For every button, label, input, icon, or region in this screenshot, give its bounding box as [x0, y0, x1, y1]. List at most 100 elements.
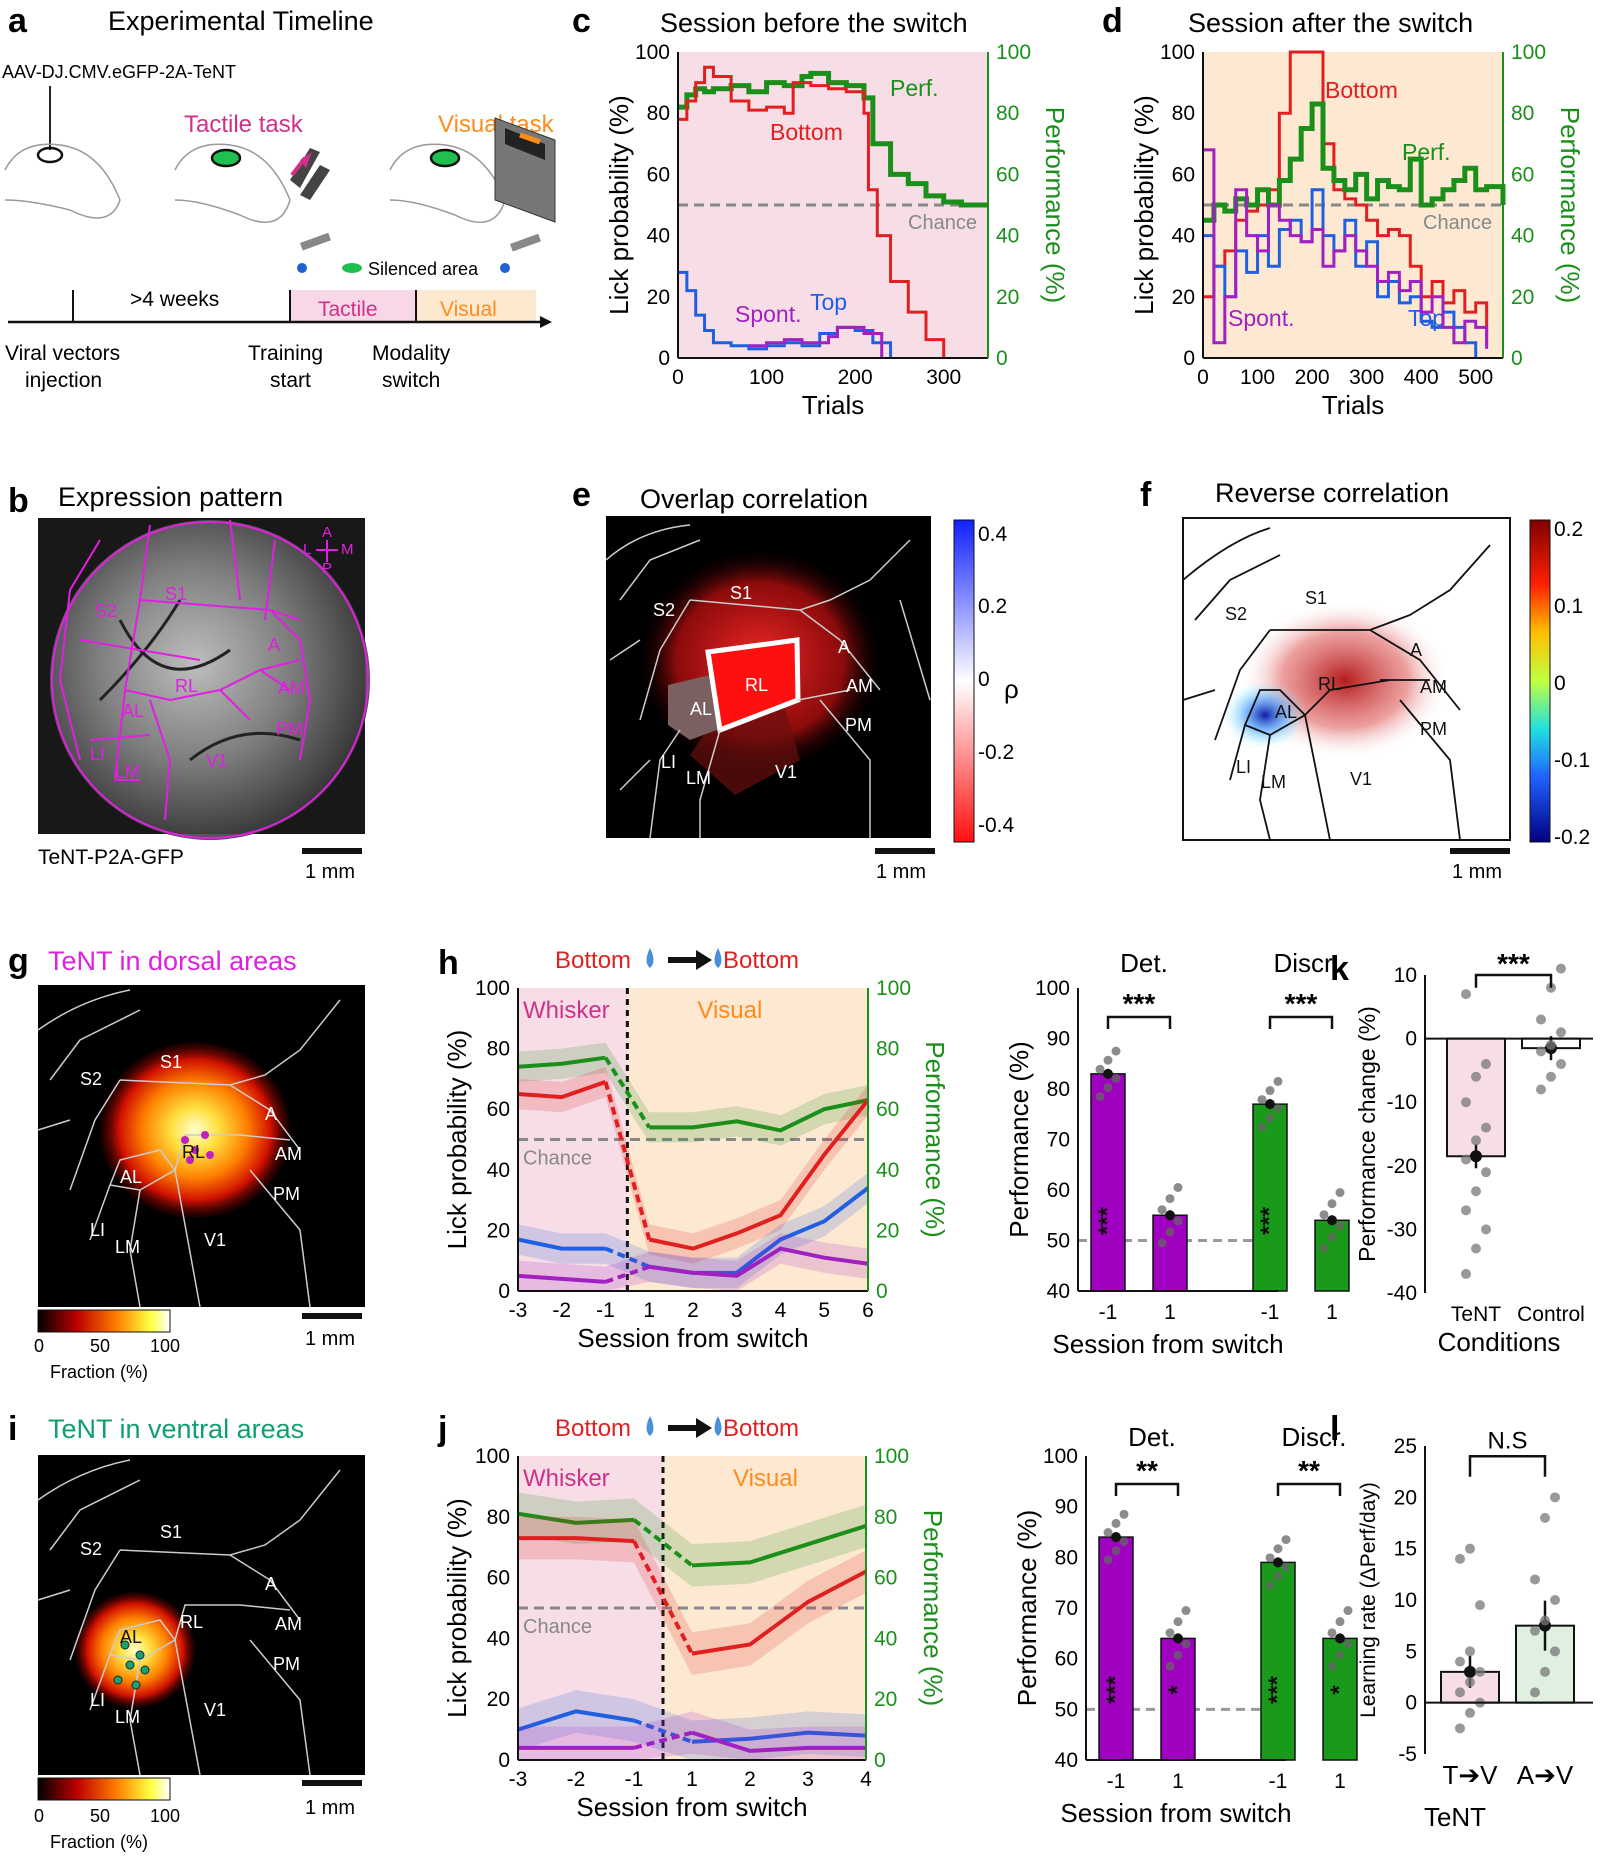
data-point [1475, 1666, 1485, 1677]
data-point [1257, 1122, 1267, 1132]
series-line-perf [678, 70, 988, 208]
x-tick-label: 0 [1197, 366, 1209, 389]
g-dot [186, 1156, 194, 1164]
data-point [1103, 1055, 1113, 1065]
y-tick-label: 0 [658, 347, 670, 370]
data-point [1461, 1205, 1471, 1216]
data-point [1165, 1661, 1175, 1671]
mean-marker [1335, 1633, 1345, 1644]
data-point [1455, 1656, 1465, 1667]
panel-i-title: TeNT in ventral areas [48, 1414, 304, 1444]
bar [1260, 1561, 1296, 1761]
g-scalebar [302, 1313, 362, 1319]
y2-tick-label: 0 [996, 347, 1008, 370]
sem-band-performance [518, 1042, 868, 1146]
f-area-AL: AL [1275, 702, 1297, 722]
y-tick-label: 20 [1394, 1486, 1417, 1509]
chance-label: Chance [523, 1148, 592, 1170]
x-tick-label: 1 [1164, 1301, 1176, 1324]
x-axis-label: Conditions [1438, 1327, 1561, 1357]
data-point [1257, 1095, 1267, 1105]
i-area-RL: RL [180, 1612, 203, 1632]
mean-marker [1111, 1532, 1121, 1543]
i-area-AL: AL [120, 1627, 142, 1647]
g-heat [100, 1042, 290, 1218]
water-drop-icon [646, 1416, 654, 1436]
y-tick-label: 60 [647, 163, 670, 186]
x-tick-label: 200 [838, 366, 873, 389]
data-point [1461, 1154, 1471, 1165]
y-tick-label: 80 [1047, 1078, 1070, 1101]
y-tick-label: -5 [1398, 1743, 1417, 1766]
y-tick-label: -40 [1387, 1282, 1417, 1305]
series-line-switch-performance [603, 1056, 651, 1129]
x-tick-label: 300 [1349, 366, 1384, 389]
y-tick-label: 60 [487, 1098, 510, 1121]
f-scale-label: 1 mm [1452, 861, 1502, 883]
i-dot [140, 1665, 150, 1675]
data-point [1281, 1535, 1291, 1545]
y-tick-label: 5 [1405, 1640, 1417, 1663]
x-tick-label: -1 [625, 1768, 644, 1791]
f-area-S1: S1 [1305, 588, 1327, 608]
panel-a-title: Experimental Timeline [108, 6, 374, 36]
x-tick-label: Control [1517, 1303, 1585, 1326]
g-dot [191, 1146, 199, 1154]
e-cbar-tick-4: -0.4 [978, 814, 1015, 837]
data-point [1173, 1216, 1183, 1226]
y-tick-label: 40 [647, 225, 670, 248]
e-area-S2: S2 [653, 600, 675, 620]
y2-tick-label: 80 [1511, 102, 1534, 125]
b-area-RL: RL [175, 676, 198, 696]
data-point [1265, 1086, 1275, 1096]
significance-bracket [1106, 1015, 1172, 1029]
data-point [1103, 1528, 1113, 1538]
e-scalebar [875, 848, 935, 854]
data-point [1481, 1122, 1491, 1133]
e-area-LM: LM [686, 768, 711, 788]
data-point [1455, 1553, 1465, 1564]
y-tick-label: 0 [498, 1749, 510, 1772]
inner-significance: *** [1102, 1675, 1129, 1704]
e-area-AL: AL [690, 699, 712, 719]
significance-label: ** [1298, 1455, 1320, 1486]
panel-label-j: j [437, 1410, 447, 1448]
i-area-A: A [265, 1574, 277, 1594]
panel-e-title: Overlap correlation [640, 484, 868, 514]
series-line-post-performance [649, 1098, 869, 1133]
data-point [1181, 1606, 1191, 1616]
visual-phase-label: Visual [440, 298, 497, 321]
y-tick-label: 90 [1055, 1496, 1078, 1519]
i-area-S2: S2 [80, 1539, 102, 1559]
b-area-AL: AL [122, 701, 144, 721]
y2-tick-label: 80 [996, 102, 1019, 125]
series-line-pre-top [517, 1237, 606, 1251]
g-area-AM: AM [275, 1144, 302, 1164]
f-area-A: A [1410, 640, 1422, 660]
weeks-label: >4 weeks [130, 288, 219, 311]
b-area-S1: S1 [165, 584, 187, 604]
data-point [1319, 1243, 1329, 1253]
x-tick-label: -3 [509, 1768, 528, 1791]
svg-text:A: A [322, 524, 332, 541]
panel-g-title: TeNT in dorsal areas [48, 946, 297, 976]
significance-bracket [1114, 1482, 1180, 1496]
series-line-spont [748, 325, 884, 358]
data-point [1327, 1661, 1337, 1671]
data-point [1265, 1580, 1275, 1590]
chance-label: Chance [1423, 212, 1492, 234]
data-point [1461, 989, 1471, 1000]
y2-tick-label: 100 [876, 977, 911, 1000]
data-point [1455, 1687, 1465, 1698]
g-area-borders [37, 989, 341, 1308]
y-tick-label: 80 [487, 1506, 510, 1529]
y-tick-label: 50 [1055, 1698, 1078, 1721]
b-scale-label: 1 mm [305, 861, 355, 883]
x-axis-label: Session from switch [577, 1323, 808, 1353]
f-scalebar [1450, 848, 1510, 854]
panel-d-title: Session after the switch [1188, 8, 1473, 38]
data-point [1556, 1027, 1566, 1038]
y-tick-label: 0 [1405, 1028, 1417, 1051]
data-point [1536, 1014, 1546, 1025]
